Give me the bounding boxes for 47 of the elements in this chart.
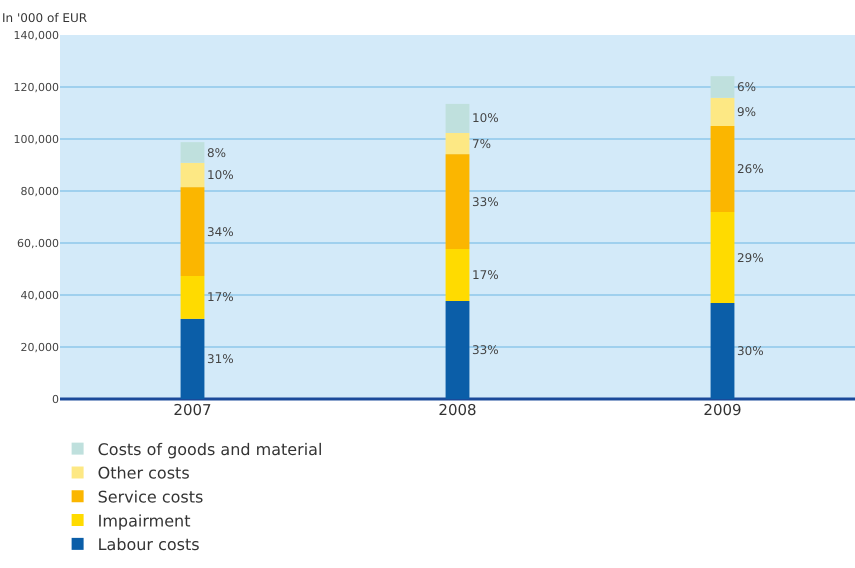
annotation: 9% bbox=[737, 105, 756, 119]
annotation: 33% bbox=[472, 343, 499, 357]
bar bbox=[180, 318, 204, 399]
annotation: 26% bbox=[737, 162, 764, 176]
y-tick-label: 20,000 bbox=[20, 340, 59, 354]
bar bbox=[710, 212, 734, 304]
annotation: 34% bbox=[207, 225, 234, 239]
annotation: 8% bbox=[207, 146, 226, 160]
x-tick-label: 2008 bbox=[438, 401, 477, 419]
bar bbox=[710, 126, 734, 212]
y-tick-label: 100,000 bbox=[14, 132, 59, 146]
legend-label: Labour costs bbox=[98, 535, 200, 554]
annotation: 6% bbox=[737, 80, 756, 94]
y-tick-label: 140,000 bbox=[14, 28, 59, 42]
annotation: 33% bbox=[472, 195, 499, 209]
annotation: 10% bbox=[207, 168, 234, 182]
legend-label: Other costs bbox=[98, 464, 190, 483]
y-axis-title: In '000 of EUR bbox=[2, 11, 88, 25]
bar bbox=[180, 142, 204, 163]
bar bbox=[710, 98, 734, 126]
x-tick-label: 2007 bbox=[173, 401, 212, 419]
legend-label: Costs of goods and material bbox=[98, 440, 322, 459]
bar bbox=[446, 248, 470, 301]
x-tick-label: 2009 bbox=[703, 401, 742, 419]
legend-label: Impairment bbox=[98, 511, 190, 530]
bar bbox=[180, 162, 204, 188]
bar bbox=[180, 187, 204, 276]
bar bbox=[180, 276, 204, 319]
annotation: 10% bbox=[472, 111, 499, 125]
annotation: 17% bbox=[472, 268, 499, 282]
bar bbox=[710, 303, 734, 399]
bar bbox=[446, 300, 470, 399]
bar bbox=[446, 133, 470, 154]
y-tick-label: 120,000 bbox=[14, 80, 59, 94]
y-tick-label: 40,000 bbox=[20, 288, 59, 302]
legend-label: Service costs bbox=[98, 488, 204, 506]
y-tick-label: 0 bbox=[52, 392, 59, 406]
annotation: 17% bbox=[207, 290, 234, 304]
bar bbox=[710, 76, 734, 98]
annotation: 7% bbox=[472, 137, 492, 151]
annotation: 30% bbox=[737, 344, 764, 358]
annotation: 31% bbox=[207, 352, 234, 366]
y-tick-label: 60,.000 bbox=[17, 236, 59, 250]
bar bbox=[446, 154, 470, 249]
bar bbox=[446, 104, 470, 134]
y-tick-label: 80,000 bbox=[20, 184, 59, 198]
annotation: 29% bbox=[737, 251, 764, 265]
